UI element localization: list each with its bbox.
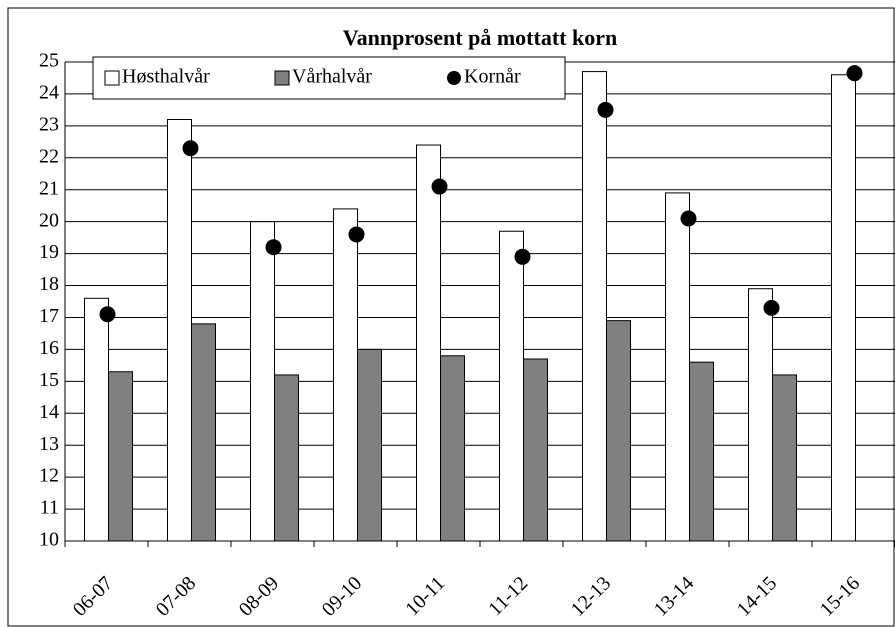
y-tick-label: 11 <box>40 497 59 519</box>
y-tick-label: 17 <box>39 305 59 327</box>
y-tick-label: 19 <box>39 241 59 263</box>
bar <box>357 348 382 542</box>
bar <box>416 144 441 542</box>
bar <box>108 371 133 542</box>
y-tick-label: 24 <box>39 82 59 104</box>
bar <box>582 71 607 542</box>
dot <box>763 299 780 316</box>
bar <box>84 297 109 542</box>
bar <box>748 288 773 542</box>
legend-label: Kornår <box>464 66 521 88</box>
bar <box>191 323 216 542</box>
legend-swatch <box>274 70 290 86</box>
y-tick-label: 22 <box>39 145 59 167</box>
bar <box>831 74 856 542</box>
legend-swatch <box>104 70 120 86</box>
bar <box>689 361 714 542</box>
bar <box>499 230 524 542</box>
dot <box>597 101 614 118</box>
y-tick-label: 15 <box>39 369 59 391</box>
legend-label: Vårhalvår <box>292 66 372 88</box>
y-tick-label: 12 <box>39 465 59 487</box>
bar <box>523 358 548 542</box>
bar <box>606 320 631 542</box>
legend-box <box>92 56 566 100</box>
bar <box>250 221 275 542</box>
y-tick-label: 16 <box>39 337 59 359</box>
bar <box>665 192 690 542</box>
dot <box>514 248 531 265</box>
dot <box>431 178 448 195</box>
bar <box>167 118 192 542</box>
dot <box>348 226 365 243</box>
legend-swatch <box>447 71 461 85</box>
y-tick-label: 13 <box>39 433 59 455</box>
y-tick-label: 14 <box>39 401 59 423</box>
y-tick-label: 20 <box>39 209 59 231</box>
y-tick-label: 25 <box>39 50 59 72</box>
legend-label: Høsthalvår <box>122 66 210 88</box>
y-tick-label: 10 <box>39 529 59 551</box>
dot <box>265 239 282 256</box>
dot <box>680 210 697 227</box>
chart-title: Vannprosent på mottatt korn <box>343 25 617 50</box>
bar <box>772 374 797 542</box>
dot <box>182 140 199 157</box>
bar <box>440 355 465 542</box>
dot <box>846 65 863 82</box>
y-tick-label: 21 <box>39 177 59 199</box>
dot <box>99 306 116 323</box>
y-tick-label: 23 <box>39 113 59 135</box>
y-tick-label: 18 <box>39 273 59 295</box>
bar <box>274 374 299 542</box>
bar <box>333 208 358 542</box>
